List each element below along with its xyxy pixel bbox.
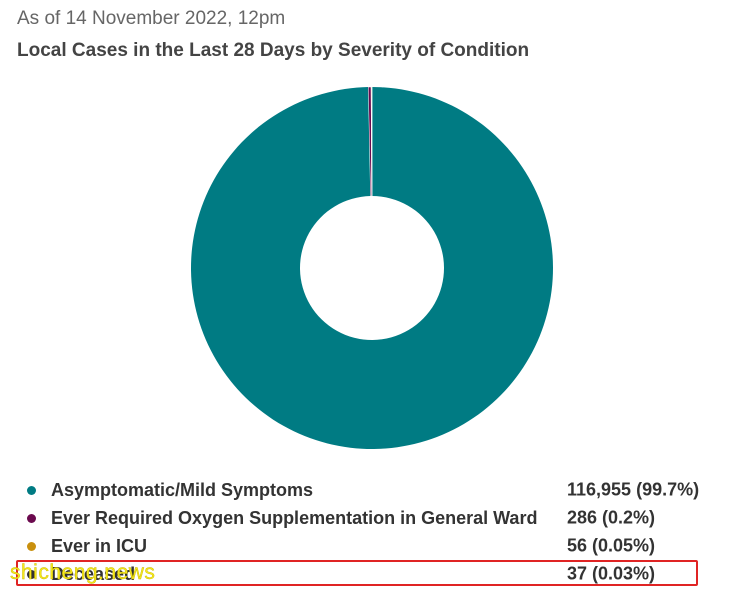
chart-legend: Asymptomatic/Mild Symptoms 116,955 (99.7%… <box>20 476 725 588</box>
legend-dot-icon <box>27 485 36 495</box>
donut-chart <box>191 86 554 449</box>
legend-item: Ever in ICU 56 (0.05%) <box>20 532 725 560</box>
legend-label: Deceased <box>51 563 136 584</box>
legend-dot-icon <box>27 569 36 579</box>
legend-value: 116,955 (99.7%) <box>567 479 700 500</box>
legend-item: Ever Required Oxygen Supplementation in … <box>20 504 725 532</box>
legend-dot-icon <box>27 513 36 523</box>
legend-label: Ever Required Oxygen Supplementation in … <box>51 507 538 528</box>
legend-value: 56 (0.05%) <box>567 535 656 556</box>
highlight-box <box>16 560 698 586</box>
legend-label: Asymptomatic/Mild Symptoms <box>51 479 314 500</box>
legend-item: Asymptomatic/Mild Symptoms 116,955 (99.7%… <box>20 476 725 504</box>
legend-item: Deceased 37 (0.03%) <box>20 560 725 588</box>
legend-value: 37 (0.03%) <box>567 563 656 584</box>
chart-title: Local Cases in the Last 28 Days by Sever… <box>17 40 530 61</box>
watermark: shicheng.news <box>10 561 156 584</box>
donut-slice-1 <box>191 87 554 449</box>
chart-subtitle: As of 14 November 2022, 12pm <box>17 8 286 29</box>
legend-dot-icon <box>27 541 36 551</box>
legend-label: Ever in ICU <box>51 535 148 556</box>
legend-value: 286 (0.2%) <box>567 507 656 528</box>
